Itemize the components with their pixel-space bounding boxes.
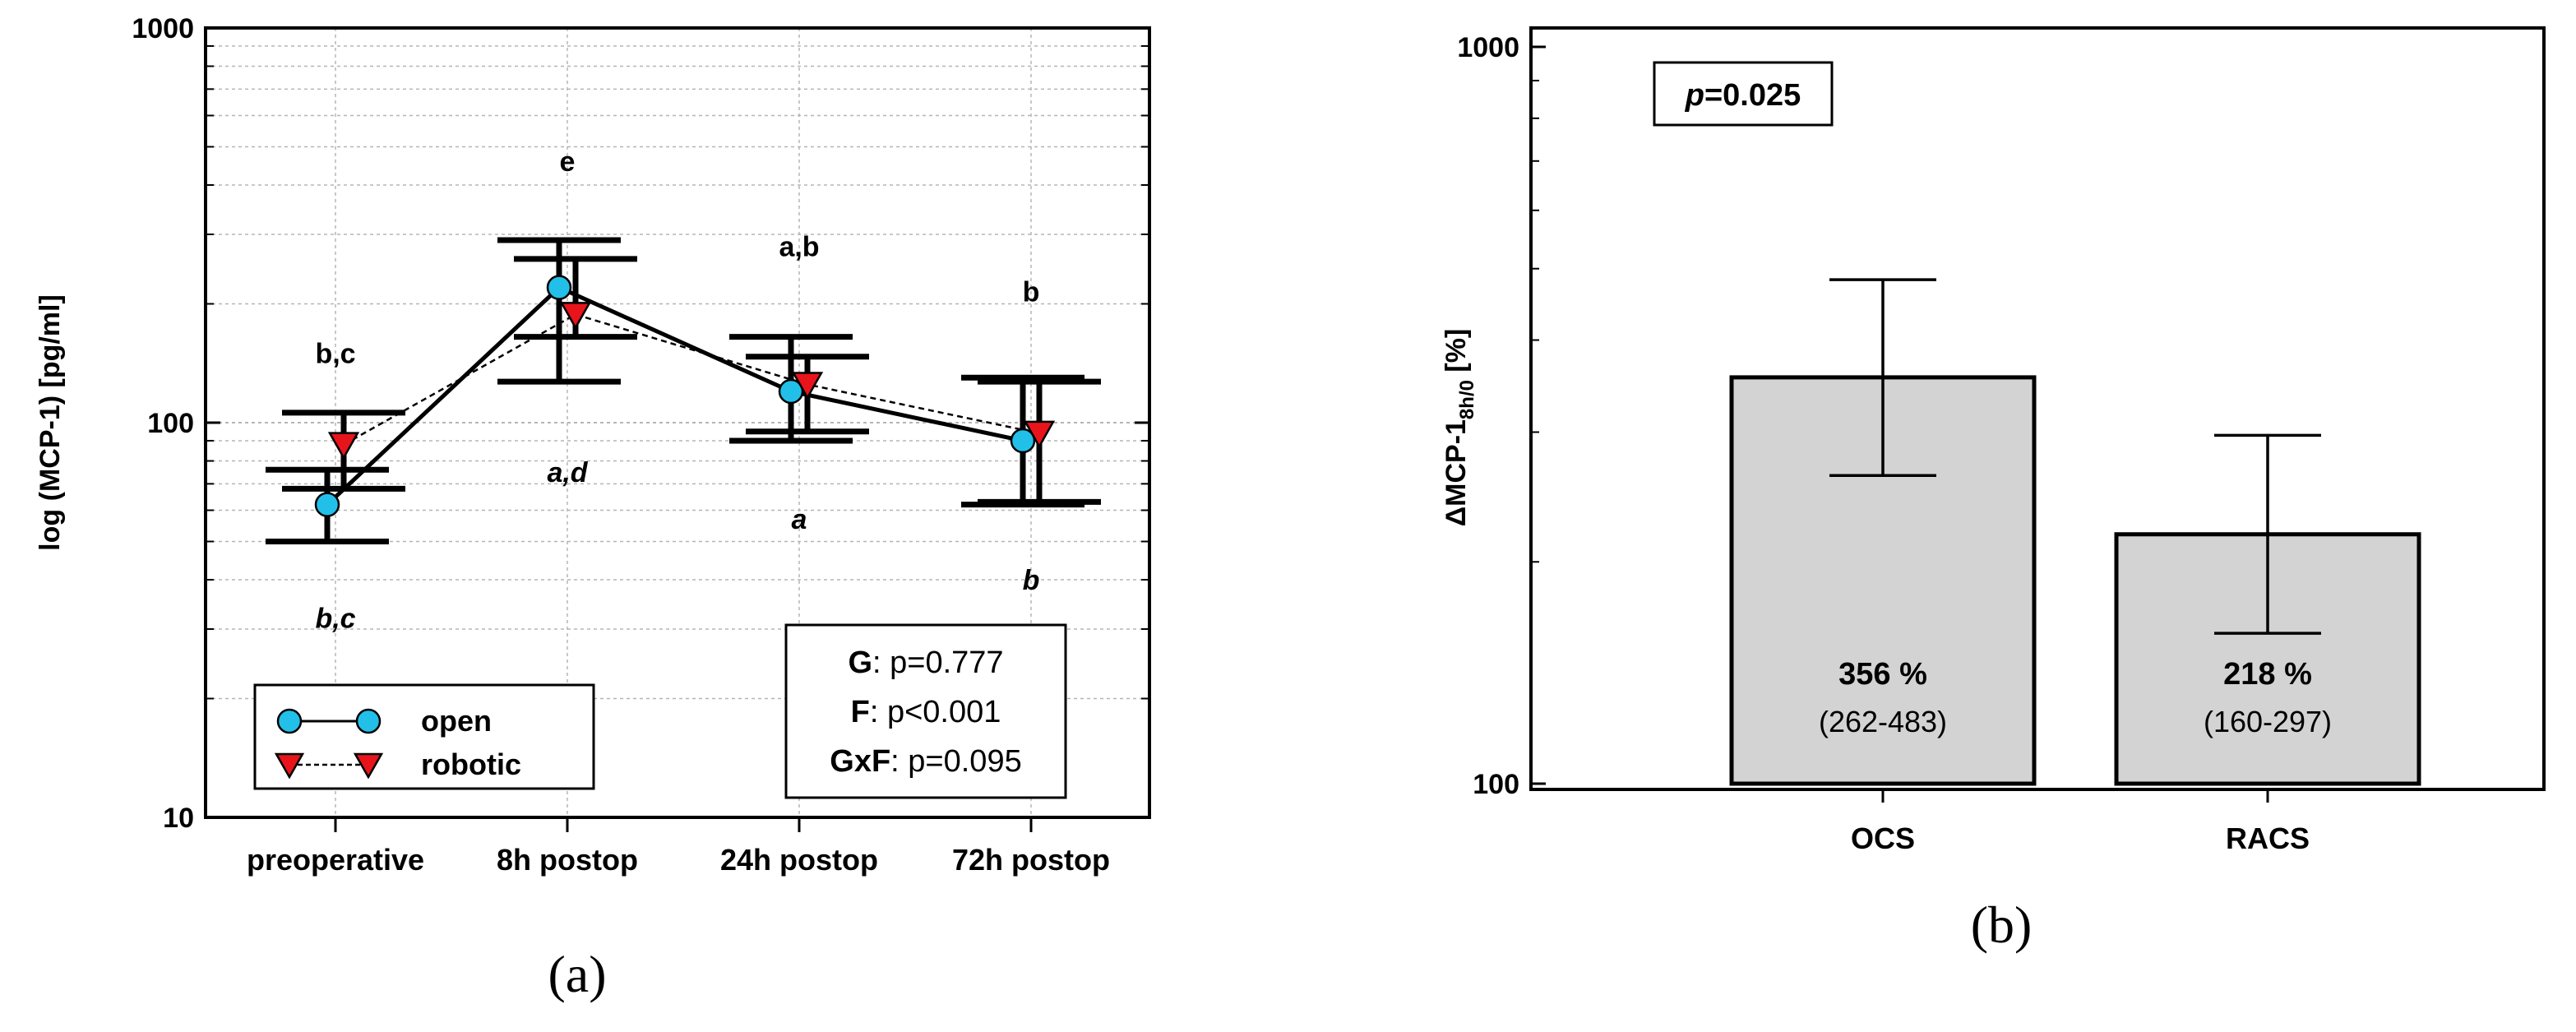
legend-frame	[253, 683, 595, 790]
chart-a-annotations: b,c b,c e a,d a,b a b b	[315, 146, 1039, 635]
legend-robotic-marker-left	[274, 752, 305, 780]
stats-line-f: F: p<0.001	[851, 695, 1001, 729]
ylabel-unit: [%]	[1441, 329, 1472, 380]
bar-range-label-ocs: (262-483)	[1819, 705, 1947, 738]
chart-b-bar-labels: 356 % (262-483) 218 % (160-297)	[1819, 657, 2332, 738]
panel-b-label: (b)	[1971, 895, 2033, 954]
annotation-1: b,c	[315, 604, 355, 635]
x-tick-label-8h-postop: 8h postop	[497, 843, 638, 877]
ylabel-sub: 8h/0	[1456, 380, 1478, 419]
ylabel-main: ΔMCP-1	[1441, 419, 1472, 526]
y-tick-label-1000: 1000	[1457, 32, 1519, 63]
x-tick-label-ocs: OCS	[1851, 821, 1915, 855]
legend-open-marker-right	[355, 708, 382, 734]
chart-a-markers	[314, 275, 1056, 517]
legend-open-label: open	[421, 704, 492, 738]
legend-open-marker-left	[276, 708, 303, 734]
annotation-2: e	[560, 146, 576, 178]
bar-value-label-ocs: 356 %	[1838, 657, 1927, 692]
chart-a: 10 100 1000 preoperative 8h postop 24h posto…	[35, 13, 1151, 1003]
annotation-5: a	[792, 504, 807, 535]
chart-b-plot-frame	[1529, 26, 2546, 791]
marker-robotic-24h-postop	[791, 372, 824, 400]
x-tick-label-24h-postop: 24h postop	[720, 843, 878, 877]
marker-open-24h-postop	[778, 378, 804, 405]
bar-value-label-racs: 218 %	[2223, 657, 2312, 692]
pvalue-text: p=0.025	[1685, 78, 1801, 113]
chart-b-pvalue-box: p=0.025	[1653, 61, 1834, 127]
x-tick-label-preoperative: preoperative	[247, 843, 424, 877]
marker-open-preoperative	[314, 492, 340, 517]
chart-b: 100 1000 356 % (262-483) 218 % (160-297) OCS…	[1441, 26, 2546, 954]
chart-a-series-lines	[326, 285, 1040, 507]
chart-a-x-tick-labels: preoperative 8h postop 24h postop 72h posto…	[247, 843, 1110, 877]
x-tick-label-72h-postop: 72h postop	[952, 843, 1110, 877]
marker-robotic-preoperative	[327, 432, 360, 460]
legend-robotic-marker-right	[353, 752, 384, 780]
annotation-3: a,d	[547, 457, 588, 488]
stats-box-frame	[784, 623, 1067, 799]
stats-line-gxf: GxF: p=0.095	[830, 744, 1021, 779]
chart-a-y-axis-label: log (MCP-1) [pg/ml]	[35, 294, 66, 551]
chart-b-x-tick-labels: OCS RACS	[1851, 821, 2310, 855]
annotation-0: b,c	[315, 338, 355, 369]
annotation-6: b	[1023, 276, 1040, 308]
pvalue-frame	[1653, 61, 1834, 127]
chart-b-y-tick-labels: 100 1000	[1457, 32, 1519, 800]
marker-robotic-72h-postop	[1023, 420, 1056, 449]
chart-b-error-bars	[1829, 278, 2321, 635]
annotation-7: b	[1023, 565, 1040, 596]
chart-a-y-tick-labels: 10 100 1000	[132, 13, 194, 834]
y-tick-label-100: 100	[147, 408, 194, 439]
chart-a-legend: open robotic	[253, 683, 595, 790]
series-line-robotic	[343, 313, 1040, 446]
chart-a-error-bars	[266, 237, 1101, 544]
chart-a-stats-box: G: p=0.777 F: p<0.001 GxF: p=0.095	[784, 623, 1067, 799]
y-tick-label-100: 100	[1473, 769, 1519, 800]
marker-open-72h-postop	[1010, 428, 1036, 454]
svg-text:ΔMCP-18h/0 [%]: ΔMCP-18h/0 [%]	[1441, 329, 1478, 527]
bar-range-label-racs: (160-297)	[2204, 705, 2332, 738]
x-tick-label-racs: RACS	[2226, 821, 2310, 855]
series-line-open	[326, 285, 1024, 507]
chart-b-y-axis-label: ΔMCP-18h/0 [%]	[1441, 329, 1478, 527]
legend-robotic-label: robotic	[421, 747, 521, 781]
marker-robotic-8h-postop	[559, 302, 592, 330]
panel-a-label: (a)	[548, 945, 606, 1003]
chart-a-plot-frame	[204, 26, 1151, 819]
annotation-4: a,b	[779, 231, 819, 262]
marker-open-8h-postop	[546, 275, 572, 300]
y-tick-label-10: 10	[163, 803, 194, 834]
stats-line-g: G: p=0.777	[848, 646, 1003, 680]
y-tick-label-1000: 1000	[132, 13, 194, 44]
